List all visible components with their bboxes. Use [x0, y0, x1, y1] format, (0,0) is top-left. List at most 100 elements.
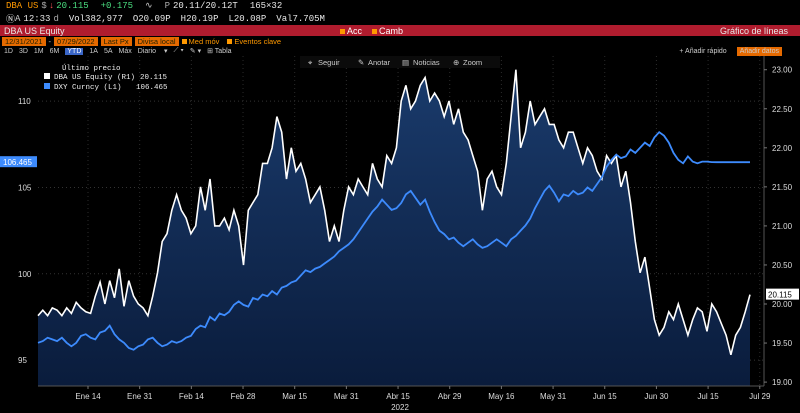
left-axis: 95 100 105 110: [18, 97, 32, 365]
x-axis-year: 2022: [391, 403, 409, 412]
camb-menu[interactable]: Camb: [372, 26, 403, 36]
x-axis: Ene 14 Ene 31 Feb 14 Feb 28 Mar 15 Mar 31 Abr …: [38, 385, 771, 401]
x-tick-label: Mar 31: [334, 392, 359, 401]
bid-ask-label: P: [164, 1, 170, 11]
legend-label-dxy: DXY Curncy (L1): [54, 84, 122, 92]
zoom-icon: ⊕: [453, 58, 459, 67]
chart-title-bar: DBA US Equity Acc Camb Gráfico de líneas: [0, 25, 800, 36]
vol-label: Vol: [68, 13, 86, 24]
x-tick-label: Jun 30: [644, 392, 669, 401]
right-tick-label: 23.00: [772, 66, 793, 75]
news-flag-icon[interactable]: Ⓝ: [6, 15, 16, 24]
ticker-bar: DBA US $ ↓ 20.115 +0.175 ∿ P 20.11/20.12…: [0, 0, 800, 12]
period-1d[interactable]: 1D: [4, 47, 13, 55]
acc-menu[interactable]: Acc: [340, 26, 362, 36]
table-button[interactable]: ⊞ Tabla: [207, 48, 232, 55]
x-tick-label: Ene 14: [75, 392, 101, 401]
annotation-icon[interactable]: ✎ ▾: [189, 48, 202, 55]
volume: 382,977: [85, 13, 123, 24]
val-label: Val: [276, 13, 293, 24]
low-label: L: [228, 13, 234, 24]
period-ytd[interactable]: YTD: [65, 47, 84, 55]
down-arrow-icon: ↓: [48, 1, 55, 11]
quote-time: 12:33: [23, 13, 51, 24]
traded-value: 7.705M: [292, 13, 325, 24]
right-tick-label: 21.50: [772, 183, 793, 192]
chart-type-icon[interactable]: ⟋ ▾: [173, 47, 184, 54]
bid-ask: 20.11/20.12: [172, 1, 233, 11]
x-tick-label: Mar 15: [282, 392, 307, 401]
period-6m[interactable]: 6M: [49, 47, 60, 55]
chart-options-bar: 12/31/2021 - 07/29/2022 Last Px Divisa l…: [0, 36, 800, 46]
field-selector[interactable]: Last Px: [100, 36, 132, 46]
right-tick-label: 19.00: [772, 378, 793, 387]
date-to-field[interactable]: 07/29/2022: [54, 36, 98, 46]
x-tick-label: Feb 28: [231, 392, 256, 401]
ticker-symbol[interactable]: DBA US: [6, 1, 39, 11]
legend-swatch-dxy: [44, 83, 50, 89]
date-from-field[interactable]: 12/31/2021: [2, 36, 46, 46]
chart-toolbar: Seguir ⌖ ✎ Anotar ▤ Noticias ⊕ Zoom: [300, 56, 500, 68]
x-tick-label: Feb 14: [179, 392, 204, 401]
time-suffix: d: [53, 13, 59, 24]
moving-average-toggle[interactable]: Med móv: [181, 37, 219, 46]
price-change: +0.175: [100, 1, 134, 11]
period-5a[interactable]: 5A: [103, 47, 113, 55]
low-price: 20.08P: [233, 13, 267, 24]
right-tick-label: 22.00: [772, 144, 793, 153]
left-current-badge: 106.465: [0, 156, 37, 168]
pencil-icon: ✎: [358, 58, 364, 67]
x-tick-label: Ene 31: [127, 392, 153, 401]
left-current-value: 106.465: [3, 158, 32, 167]
x-tick-label: Jul 15: [697, 392, 719, 401]
follow-button[interactable]: Seguir: [318, 58, 340, 67]
period-bar: 1D 3D 1M 6M YTD 1A 5A Máx Diario ▾ ⟋ ▾ ✎ ▾ ⊞ Ta…: [0, 46, 800, 56]
legend: Último precio DBA US Equity (R1) 20.115 …: [44, 63, 168, 92]
price-chart[interactable]: Seguir ⌖ ✎ Anotar ▤ Noticias ⊕ Zoom Últi…: [0, 56, 800, 413]
quote-size: 165×32: [249, 1, 283, 11]
quick-add-button[interactable]: + Añadir rápido: [679, 47, 727, 55]
dba-area-fill: [38, 69, 750, 386]
zoom-button[interactable]: Zoom: [463, 58, 482, 67]
x-tick-label: May 16: [488, 392, 515, 401]
high-price: 20.19P: [186, 13, 219, 24]
quote-detail-bar: Ⓝ A 12:33 d Vol 382,977 O 20.09P H 20.19…: [0, 13, 800, 24]
x-tick-label: Abr 29: [438, 392, 462, 401]
crosshair-icon: ⌖: [308, 58, 313, 67]
legend-value-dxy: 106.465: [136, 84, 168, 92]
news-icon: ▤: [402, 58, 409, 67]
bid-ask-suffix: T: [232, 1, 238, 11]
last-price: 20.115: [56, 1, 89, 11]
period-1a[interactable]: 1A: [89, 47, 98, 55]
right-tick-label: 22.50: [772, 105, 793, 114]
left-tick-label: 110: [18, 97, 31, 106]
legend-swatch-dba: [44, 73, 50, 79]
annotate-button[interactable]: Anotar: [368, 58, 391, 67]
security-name: DBA US Equity: [4, 25, 65, 36]
key-events-toggle[interactable]: Eventos clave: [227, 37, 281, 46]
period-list: 1D 3D 1M 6M YTD 1A 5A Máx: [4, 47, 138, 55]
left-tick-label: 100: [18, 270, 32, 279]
x-tick-label: Jul 29: [749, 392, 771, 401]
period-máx[interactable]: Máx: [118, 47, 132, 55]
right-tick-label: 19.50: [772, 339, 793, 348]
legend-label-dba: DBA US Equity (R1): [54, 74, 135, 82]
chart-type-name: Gráfico de líneas: [719, 25, 788, 36]
period-3d[interactable]: 3D: [18, 47, 28, 55]
x-tick-label: May 31: [540, 392, 567, 401]
currency-selector[interactable]: Divisa local: [134, 36, 179, 46]
frequency-selector[interactable]: Diario ▾: [137, 48, 168, 55]
right-tick-label: 20.50: [772, 261, 793, 270]
right-current-badge: 20.115: [766, 288, 799, 300]
add-data-field[interactable]: Añadir datos: [736, 46, 782, 56]
dba-series-line: [37, 69, 751, 355]
legend-header: Último precio: [62, 63, 121, 73]
time-prefix: A: [15, 13, 21, 24]
sparkline-icon: ∿: [145, 1, 153, 11]
high-label: H: [180, 13, 187, 24]
right-axis: 19.00 19.50 20.00 20.50 21.00 21.50 22.00 22.50…: [763, 56, 793, 387]
left-tick-label: 105: [18, 183, 32, 192]
news-button[interactable]: Noticias: [413, 58, 440, 67]
legend-value-dba: 20.115: [140, 74, 168, 82]
period-1m[interactable]: 1M: [33, 47, 44, 55]
